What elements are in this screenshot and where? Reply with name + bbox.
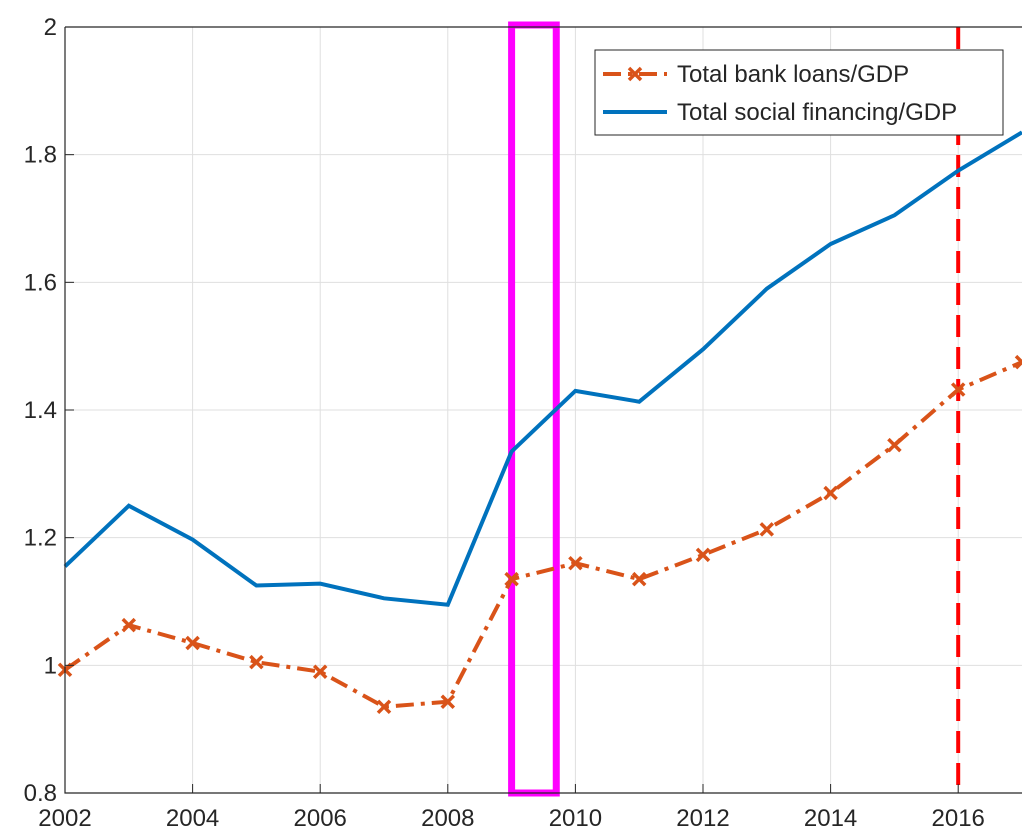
y-tick-label: 1.6 [24,269,57,296]
x-marker [249,654,264,670]
series-line [63,130,1022,607]
x-marker [1014,354,1022,370]
x-marker [185,635,200,651]
x-marker [376,699,392,715]
x-tick-label: 2004 [166,805,219,832]
x-marker [440,694,456,709]
x-marker [568,555,583,571]
highlight-band [508,21,560,797]
y-tick-label: 1.8 [24,142,57,169]
series-line [63,360,1022,709]
x-marker [950,382,966,397]
legend-label: Total bank loans/GDP [677,61,909,88]
x-marker [887,437,902,453]
legend: Total bank loans/GDP Total social financi… [594,49,1004,136]
legend-box [594,49,1004,136]
x-marker [631,571,647,587]
x-marker [121,617,137,633]
x-marker [312,664,328,679]
marks [57,21,1022,797]
y-tick-label: 1.2 [24,525,57,552]
legend-label: Total social financing/GDP [677,99,957,126]
x-tick-label: 2010 [549,805,602,832]
y-tick-label: 0.8 [24,780,57,807]
axes: 0.8 1 1.2 1.4 1.6 1.8 2 2002 2004 2006 2008 2010 201… [24,14,1022,832]
y-tick-label: 1.4 [24,397,57,424]
x-marker [759,522,775,537]
grid [64,26,1022,794]
legend-marker [627,66,643,82]
x-tick-label: 2002 [38,805,91,832]
x-tick-label: 2012 [676,805,729,832]
x-marker [823,485,838,501]
x-tick-label: 2006 [294,805,347,832]
y-tick-label: 1 [44,652,57,679]
x-tick-label: 2016 [932,805,985,832]
x-tick-label: 2008 [421,805,474,832]
x-marker [504,571,519,587]
x-tick-label: 2014 [804,805,857,832]
axis-frame [64,26,1022,794]
y-tick-label: 2 [44,14,57,41]
x-marker [695,547,711,563]
